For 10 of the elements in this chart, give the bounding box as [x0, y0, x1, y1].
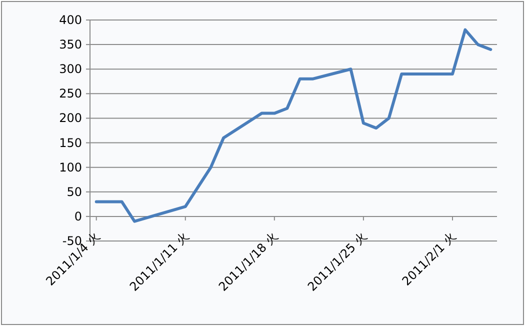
- y-tick-label: 200: [59, 111, 82, 126]
- y-tick-label: 350: [59, 38, 82, 52]
- y-tick-label: 100: [59, 160, 82, 174]
- y-tick-label: 50: [66, 184, 82, 199]
- y-tick-label: 0: [74, 209, 82, 224]
- y-tick-label: 400: [59, 13, 82, 27]
- line-series: [94, 28, 492, 223]
- y-tick-label: 150: [59, 136, 82, 150]
- y-tick-label: 250: [59, 86, 82, 101]
- y-tick-label: 300: [59, 62, 82, 76]
